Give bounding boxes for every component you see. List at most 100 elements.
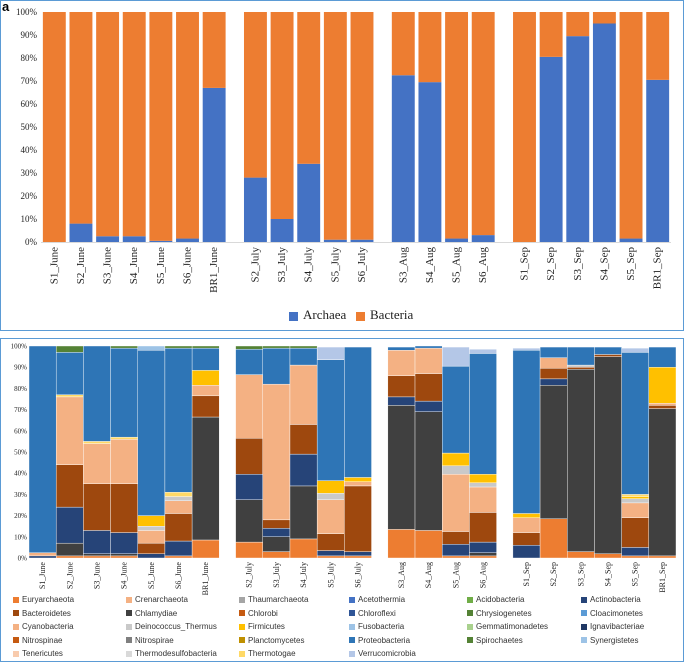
x-tick-label: BR1_Sep <box>652 247 664 290</box>
segment-firmicutes-s5-sep <box>621 496 650 499</box>
segment-proteobacteria-s4-sep <box>594 346 622 355</box>
segment-bacteroidetes-s5-aug <box>442 531 470 545</box>
segment-cyanobacteria-br1-sep <box>648 403 677 406</box>
bar-archaea-br1-june <box>202 87 226 243</box>
segment-euryarchaeota-s6-aug <box>469 555 497 559</box>
segment-chlamydiae-s4-july <box>289 485 318 540</box>
x-tick-label: S3_Sep <box>576 562 585 586</box>
legend-swatch <box>239 623 245 630</box>
x-tick-label: S6_Aug <box>478 562 487 588</box>
legend-label: Cyanobacteria <box>22 622 74 631</box>
segment-thermotogae-s4-june <box>110 436 138 440</box>
segment-chlamydiae-s2-july <box>235 499 263 543</box>
legend-swatch <box>467 623 473 630</box>
bar-archaea-s6-june <box>176 238 199 242</box>
segment-cyanobacteria-s2-sep <box>539 357 568 369</box>
segment-actinobacteria-s5-july <box>316 550 345 557</box>
bar-archaea-s5-july <box>323 239 347 242</box>
legend-b-item-chlorobi: Chlorobi <box>239 609 278 618</box>
legend-label: Gemmatimonadetes <box>476 622 549 631</box>
legend-swatch <box>239 650 245 657</box>
segment-chlamydiae-s3-sep <box>567 369 595 552</box>
legend-label: Nitrospinae <box>22 635 63 645</box>
legend-a-item-bacteria: Bacteria <box>356 307 413 323</box>
segment-firmicutes-br1-june <box>191 370 220 386</box>
legend-swatch <box>239 610 245 617</box>
legend-b-item-acidobacteria: Acidobacteria <box>467 595 524 604</box>
x-tick-label: S3_Sep <box>572 247 584 281</box>
x-tick-label: S6_July <box>353 562 362 588</box>
legend-swatch <box>349 623 355 630</box>
x-tick-label: S2_Sep <box>545 247 557 281</box>
segment-spirochaetes-s2-july <box>235 345 263 350</box>
bar-archaea-s6-july <box>350 239 374 242</box>
x-tick-label: S4_Sep <box>604 562 613 586</box>
segment-cyanobacteria-br1-june <box>191 385 220 397</box>
segment-cyanobacteria-s5-july <box>316 499 345 534</box>
segment-thermotogae-s5-sep <box>621 494 650 497</box>
legend-label: Ignavibacteriae <box>590 622 645 631</box>
legend-label: Chloroflexi <box>358 608 396 618</box>
x-tick-label: S6_June <box>174 562 183 590</box>
legend-b-item-nitrospirae: Nitrospirae <box>126 636 174 645</box>
segment-euryarchaeota-s3-july <box>262 551 291 559</box>
segment-actinobacteria-s5-june <box>137 553 166 559</box>
segment-cyanobacteria-s1-sep <box>512 517 541 533</box>
legend-b-item-thaumarchaeota: Thaumarchaeota <box>239 595 308 604</box>
legend-b-item-thermotogae: Thermotogae <box>239 649 296 658</box>
y-tick-label: 50% <box>21 122 38 132</box>
segment-synergistetes-s5-june <box>137 345 166 351</box>
y-tick-label: 40% <box>21 145 38 155</box>
segment-actinobacteria-s3-aug <box>387 396 416 406</box>
segment-bacteroidetes-s3-june <box>83 483 111 531</box>
legend-label: Thaumarchaeota <box>248 595 309 604</box>
segment-thermotogae-s2-june <box>55 394 84 398</box>
segment-cyanobacteria-s3-aug <box>387 350 416 376</box>
bar-archaea-br1-sep <box>646 79 670 242</box>
segment-euryarchaeota-s4-june <box>110 555 138 559</box>
y-tick-label: 40% <box>14 470 27 478</box>
bar-bacteria-s6-aug <box>471 12 495 236</box>
y-tick-label: 80% <box>14 385 27 393</box>
legend-b-item-ignavibacteriae: Ignavibacteriae <box>581 622 644 631</box>
segment-actinobacteria-s1-sep <box>512 545 541 559</box>
bar-archaea-s3-july <box>270 219 294 242</box>
x-tick-label: S3_July <box>276 247 288 283</box>
segment-cyanobacteria-s2-july <box>235 374 263 439</box>
segment-bacteroidetes-s4-july <box>289 424 318 455</box>
x-tick-label: S4_Sep <box>598 247 610 281</box>
legend-label: Euryarchaeota <box>22 595 75 604</box>
segment-chlamydiae-br1-june <box>191 416 220 541</box>
segment-bacteroidetes-br1-sep <box>648 405 677 409</box>
legend-label: Verrucomicrobia <box>358 649 416 658</box>
bar-archaea-s3-sep <box>566 36 590 243</box>
x-tick-label: S5_July <box>326 562 335 588</box>
x-tick-label: S1_June <box>48 247 60 284</box>
segment-chlamydiae-s3-july <box>262 536 291 552</box>
segment-chlamydiae-br1-sep <box>648 408 677 557</box>
segment-cyanobacteria-s1-june <box>28 552 57 557</box>
segment-actinobacteria-s3-july <box>262 528 291 538</box>
segment-cyanobacteria-s4-july <box>289 364 318 425</box>
legend-swatch <box>13 596 19 603</box>
legend-label: Chlamydiae <box>135 608 178 618</box>
segment-bacteroidetes-s2-sep <box>539 368 568 380</box>
legend-swatch <box>356 311 365 321</box>
segment-proteobacteria-s4-july <box>289 347 318 366</box>
bar-bacteria-s1-june <box>42 12 66 242</box>
legend-swatch <box>13 637 19 644</box>
y-tick-label: 20% <box>21 191 38 201</box>
segment-verrucomicrobia-s5-sep <box>621 347 650 353</box>
legend-a-item-archaea: Archaea <box>289 307 346 323</box>
legend-swatch <box>349 610 355 617</box>
segment-cyanobacteria-s6-june <box>164 500 193 514</box>
legend-b-item-euryarchaeota: Euryarchaeota <box>13 595 74 604</box>
segment-verrucomicrobia-s1-sep <box>512 347 541 351</box>
segment-verrucomicrobia-s5-aug <box>442 346 470 367</box>
x-tick-label: BR1_June <box>201 562 210 596</box>
x-tick-label: S6_Aug <box>477 247 489 284</box>
legend-label: Fusobacteria <box>358 622 405 631</box>
segment-firmicutes-s1-sep <box>512 513 541 518</box>
y-tick-label: 90% <box>14 364 27 372</box>
legend-b-item-chloroflexi: Chloroflexi <box>349 609 396 618</box>
